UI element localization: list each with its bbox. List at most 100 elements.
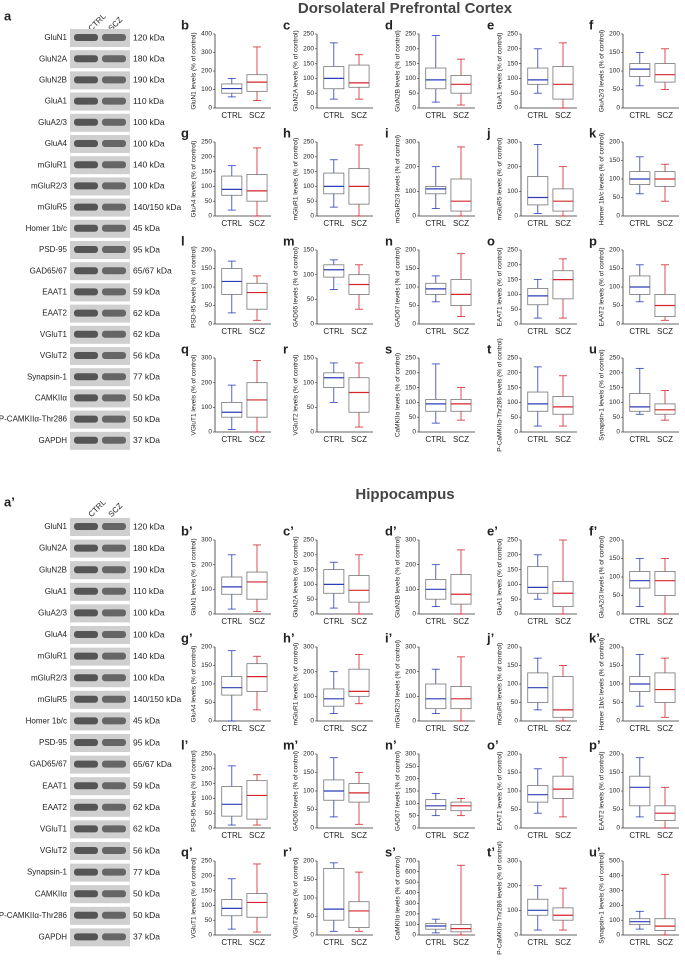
y-tick-label: 200 <box>303 668 314 675</box>
blot-band <box>74 868 98 876</box>
x-tick-label: SCZ <box>555 617 571 626</box>
y-tick-label: 500 <box>609 858 620 865</box>
blot-band <box>74 182 98 190</box>
y-tick-label: 0 <box>412 825 416 832</box>
y-tick-label: 0 <box>310 932 314 939</box>
x-tick-label: SCZ <box>453 435 469 444</box>
blot-size: 50 kDa <box>133 414 160 424</box>
blot-band <box>74 739 98 746</box>
blot-strip <box>70 135 130 153</box>
box <box>552 581 574 608</box>
box <box>425 67 447 90</box>
x-tick-label: CTRL <box>527 435 548 444</box>
blot-band <box>74 76 98 84</box>
x-tick-label: SCZ <box>657 938 673 947</box>
blot-band <box>102 309 126 317</box>
box <box>221 576 243 595</box>
x-tick-label: CTRL <box>527 831 548 840</box>
y-axis-label: GluN2A levels (% of control) <box>293 30 300 111</box>
y-tick-label: 250 <box>303 31 314 38</box>
y-axis-label: P-CaMKIIα-Thr286 levels (% of control) <box>497 841 504 955</box>
panel-label: u <box>589 341 597 356</box>
y-tick-label: 150 <box>303 247 314 254</box>
blot-strip <box>70 647 130 666</box>
y-tick-label: 0 <box>208 213 212 220</box>
box <box>323 264 345 278</box>
blot-strip <box>70 177 130 196</box>
y-tick-label: 50 <box>511 414 519 421</box>
y-tick-label: 50 <box>307 296 315 303</box>
y-tick-label: 200 <box>405 247 416 254</box>
x-tick-label: CTRL <box>629 831 650 840</box>
box <box>654 918 676 931</box>
box <box>629 775 651 807</box>
box <box>323 779 345 801</box>
box <box>450 801 472 812</box>
y-tick-label: 0 <box>514 213 518 220</box>
blot-band <box>74 523 98 530</box>
y-tick-label: 100 <box>507 681 518 688</box>
blot-size: 140 kDa <box>133 159 165 169</box>
blot-strip <box>70 518 130 536</box>
x-tick-label: SCZ <box>657 831 673 840</box>
blot-band <box>74 760 98 768</box>
y-tick-label: 0 <box>208 932 212 939</box>
y-tick-label: 50 <box>205 302 213 309</box>
y-axis-label: Homer 1b/c levels (% of control) <box>599 133 606 225</box>
blot-band <box>102 415 126 423</box>
x-tick-label: SCZ <box>555 724 571 733</box>
y-tick-label: 300 <box>507 139 518 146</box>
box <box>629 393 651 412</box>
y-tick-label: 300 <box>201 355 212 362</box>
panel-label: p <box>589 233 597 248</box>
y-tick-label: 100 <box>303 788 314 795</box>
blot-size: 100 kDa <box>133 117 165 127</box>
y-tick-label: 200 <box>609 644 620 651</box>
blot-protein: EAAT1 <box>42 781 67 790</box>
blot-size: 100 kDa <box>133 138 165 148</box>
blot-band <box>102 373 126 381</box>
blot-protein: mGluR5 <box>38 203 68 212</box>
blot-band <box>74 695 98 703</box>
y-tick-label: 50 <box>511 699 519 706</box>
y-tick-label: 250 <box>201 139 212 146</box>
blot-strip <box>70 820 130 839</box>
box <box>425 683 447 710</box>
x-tick-label: CTRL <box>629 327 650 336</box>
y-tick-label: 150 <box>405 788 416 795</box>
y-tick-label: 50 <box>307 90 315 97</box>
panel-label: j <box>486 125 491 140</box>
y-tick-label: 100 <box>303 75 314 82</box>
x-tick-label: SCZ <box>249 327 265 336</box>
panel-label: j’ <box>486 630 494 645</box>
x-tick-label: SCZ <box>351 327 367 336</box>
x-tick-label: CTRL <box>527 327 548 336</box>
box <box>552 676 574 718</box>
y-tick-label: 300 <box>507 858 518 865</box>
y-axis-label: mGluR2/3 levels (% of control) <box>395 135 402 223</box>
blot-strip <box>70 669 130 688</box>
y-tick-label: 150 <box>507 276 518 283</box>
blot-protein: Synapsin-1 <box>27 868 68 877</box>
blot-band <box>74 782 98 790</box>
x-tick-label: CTRL <box>527 111 548 120</box>
y-tick-label: 150 <box>303 168 314 175</box>
y-tick-label: 250 <box>303 537 314 544</box>
blot-band <box>74 566 98 574</box>
y-tick-label: 250 <box>303 139 314 146</box>
y-tick-label: 100 <box>405 693 416 700</box>
y-axis-label: EAAT2 levels (% of control) <box>599 752 606 831</box>
y-tick-label: 200 <box>507 552 518 559</box>
y-axis-label: GAD67 levels (% of control) <box>395 751 402 831</box>
blot-size: 59 kDa <box>133 780 160 790</box>
y-tick-label: 300 <box>201 537 212 544</box>
x-tick-label: SCZ <box>351 831 367 840</box>
y-tick-label: 250 <box>201 751 212 758</box>
box <box>246 74 268 92</box>
blot-size: 65/67 kDa <box>133 265 172 275</box>
blot-protein: PSD-95 <box>39 738 68 747</box>
y-axis-label: GluA1 levels (% of control) <box>497 539 504 616</box>
y-axis-label: P-CaMKIIα-Thr286 levels (% of control) <box>497 338 504 452</box>
y-axis-label: GluA1 levels (% of control) <box>497 33 504 110</box>
y-tick-label: 200 <box>201 873 212 880</box>
